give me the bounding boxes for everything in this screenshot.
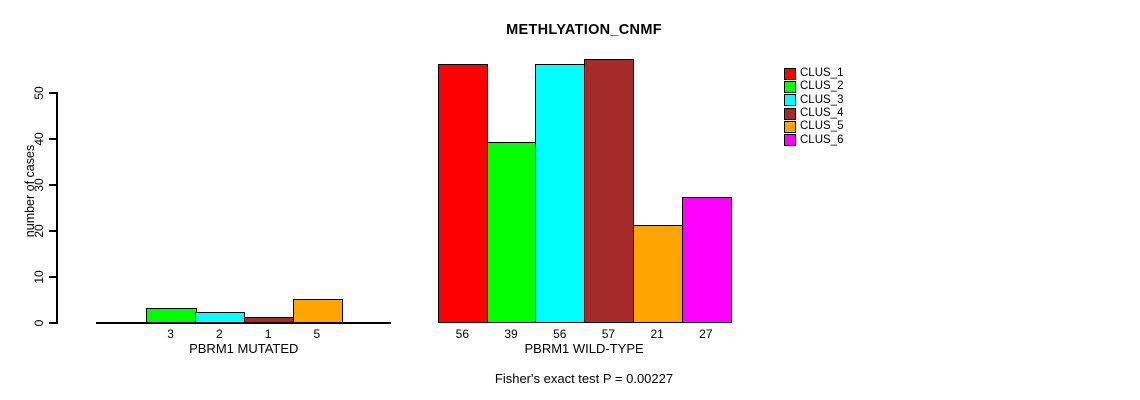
bar-count-pbrm1-mutated-clus-3: 2 [216, 327, 223, 341]
bar-pbrm1-mutated-clus-2 [146, 307, 197, 323]
legend-item-clus-4: CLUS_4 [784, 107, 843, 120]
y-tick-40 [49, 138, 56, 140]
bar-pbrm1-wild-type-clus-1 [438, 63, 489, 323]
legend-label-clus-5: CLUS_5 [800, 120, 844, 133]
bar-pbrm1-wild-type-clus-5 [632, 224, 683, 323]
y-tick-label-20: 20 [32, 224, 46, 238]
chart-title: METHLYATION_CNMF [506, 22, 662, 38]
bar-pbrm1-mutated-clus-3 [195, 312, 246, 323]
bar-count-pbrm1-mutated-clus-2: 3 [167, 327, 174, 341]
bar-pbrm1-wild-type-clus-6 [681, 197, 732, 323]
fisher-test-note: Fisher's exact test P = 0.00227 [494, 371, 674, 386]
bar-pbrm1-mutated-clus-4 [243, 316, 294, 323]
bar-count-pbrm1-wild-type-clus-4: 57 [601, 327, 616, 341]
legend-label-clus-3: CLUS_3 [800, 93, 844, 106]
x-axis-label-pbrm1-mutated: PBRM1 MUTATED [189, 341, 299, 356]
y-tick-label-40: 40 [32, 132, 46, 146]
bar-pbrm1-wild-type-clus-4 [584, 59, 635, 323]
bar-pbrm1-wild-type-clus-2 [486, 142, 537, 323]
bar-pbrm1-mutated-clus-5 [292, 298, 343, 323]
legend-item-clus-6: CLUS_6 [784, 134, 843, 147]
legend-item-clus-3: CLUS_3 [784, 94, 843, 107]
legend-swatch-clus-2 [784, 80, 796, 93]
y-axis-line [55, 92, 58, 324]
y-tick-0 [49, 322, 56, 324]
legend-item-clus-1: CLUS_1 [784, 67, 843, 80]
legend-item-clus-2: CLUS_2 [784, 80, 843, 93]
bar-count-pbrm1-wild-type-clus-3: 56 [553, 327, 567, 341]
y-tick-50 [49, 92, 56, 94]
x-axis-label-pbrm1-wild-type: PBRM1 WILD-TYPE [524, 341, 644, 356]
bar-count-pbrm1-wild-type-clus-2: 39 [504, 327, 518, 341]
legend-label-clus-6: CLUS_6 [800, 133, 844, 146]
legend-swatch-clus-4 [784, 107, 796, 120]
y-tick-20 [49, 230, 56, 232]
legend-swatch-clus-1 [784, 67, 796, 80]
y-tick-label-10: 10 [32, 270, 46, 284]
legend-item-clus-5: CLUS_5 [784, 120, 843, 133]
bar-count-pbrm1-wild-type-clus-6: 27 [699, 327, 713, 341]
legend-label-clus-2: CLUS_2 [800, 80, 844, 93]
x-axis-line-mutated-group [96, 322, 391, 324]
y-tick-30 [49, 184, 56, 186]
legend-swatch-clus-5 [784, 120, 796, 133]
bar-count-pbrm1-mutated-clus-5: 5 [313, 327, 321, 341]
y-tick-10 [49, 276, 56, 278]
y-tick-label-50: 50 [32, 86, 46, 100]
bar-count-pbrm1-mutated-clus-4: 1 [264, 327, 272, 341]
legend-swatch-clus-6 [784, 134, 796, 147]
bar-count-pbrm1-wild-type-clus-5: 21 [650, 327, 664, 341]
legend-swatch-clus-3 [784, 94, 796, 107]
legend-label-clus-4: CLUS_4 [800, 107, 844, 120]
y-tick-label-0: 0 [32, 319, 46, 327]
legend-label-clus-1: CLUS_1 [800, 67, 844, 79]
y-tick-label-30: 30 [32, 178, 46, 192]
bar-count-pbrm1-wild-type-clus-1: 56 [455, 327, 470, 341]
bar-pbrm1-wild-type-clus-3 [535, 63, 586, 323]
